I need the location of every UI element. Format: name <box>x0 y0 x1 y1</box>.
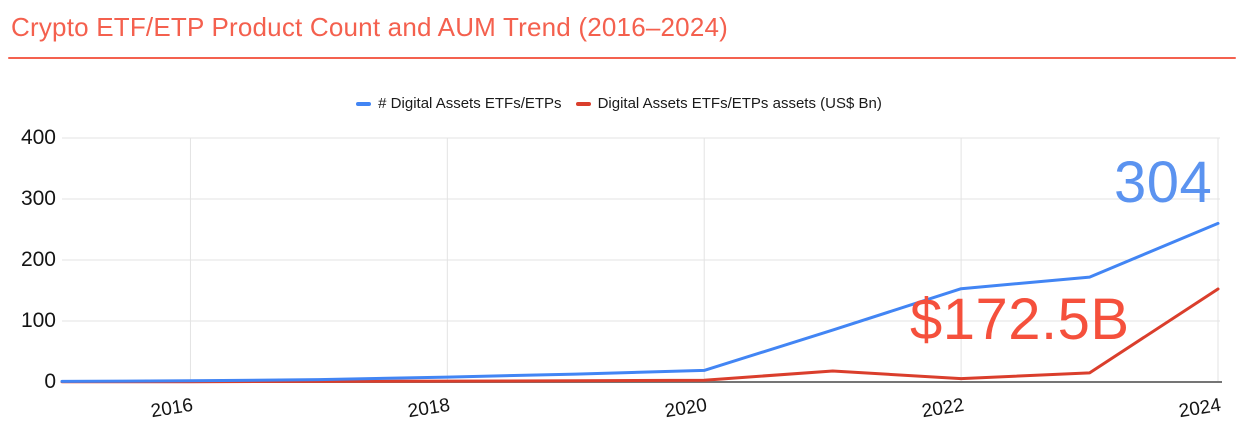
chart-title: Crypto ETF/ETP Product Count and AUM Tre… <box>11 12 729 42</box>
product-count-line <box>60 221 1220 383</box>
y-axis-tick-label-400: 400 <box>20 126 56 149</box>
chart-legend: # Digital Assets ETFs/ETPs Digital Asset… <box>0 95 1238 112</box>
y-axis-tick-label-300: 300 <box>20 187 56 210</box>
aum-2024-callout: $172.5B <box>910 287 1130 352</box>
title-divider-line <box>8 57 1236 59</box>
count-2024-callout: 304 <box>1114 150 1213 215</box>
red-series-dash-icon <box>575 101 591 106</box>
legend-item-product-count: # Digital Assets ETFs/ETPs <box>356 95 562 112</box>
legend-label-product-count: # Digital Assets ETFs/ETPs <box>378 95 562 112</box>
y-axis-tick-label-0: 0 <box>44 370 56 393</box>
blue-series-dash-icon <box>356 101 372 106</box>
y-axis-tick-label-200: 200 <box>20 248 56 271</box>
legend-item-aum: Digital Assets ETFs/ETPs assets (US$ Bn) <box>575 95 882 112</box>
y-axis-tick-label-100: 100 <box>20 309 56 332</box>
legend-label-aum: Digital Assets ETFs/ETPs assets (US$ Bn) <box>597 95 882 112</box>
